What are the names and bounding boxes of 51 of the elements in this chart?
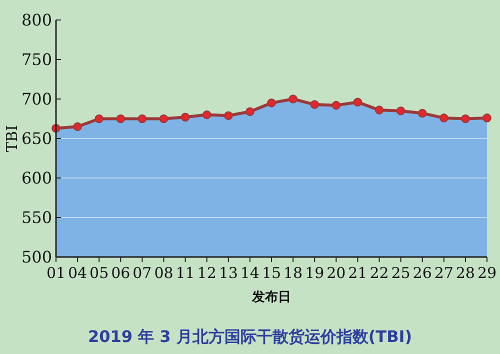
point: [482, 114, 492, 122]
x-tick-label: 14: [240, 264, 260, 282]
x-tick-label: 21: [348, 264, 368, 282]
y-axis-title: TBI: [3, 124, 21, 152]
point: [224, 111, 233, 120]
x-tick-label: 22: [370, 264, 389, 282]
x-tick-label: 12: [197, 264, 216, 282]
point: [94, 114, 104, 124]
x-tick-label: 11: [176, 264, 195, 282]
x-tick-label: 06: [111, 264, 130, 282]
point: [310, 100, 319, 109]
point: [396, 106, 406, 116]
y-tick-label: 800: [21, 10, 52, 30]
point: [138, 114, 147, 124]
point: [418, 108, 427, 118]
y-tick-label: 750: [21, 50, 52, 70]
point: [440, 114, 448, 122]
point: [180, 112, 190, 122]
point: [246, 107, 254, 116]
x-tick-label: 20: [326, 264, 346, 282]
x-tick-label: 19: [305, 264, 324, 282]
x-tick-label: 13: [218, 264, 238, 282]
x-tick-label: 27: [434, 264, 454, 282]
x-axis-title: 发布日: [251, 290, 291, 305]
x-tick-label: 08: [154, 264, 174, 282]
x-tick-label: 26: [412, 264, 432, 282]
point: [267, 98, 276, 108]
y-tick-label: 650: [21, 129, 52, 148]
y-tick-label: 700: [21, 90, 52, 109]
y-tick-label: 600: [21, 168, 52, 188]
point: [332, 100, 341, 110]
point: [73, 122, 82, 132]
x-tick-label: 29: [477, 264, 497, 282]
x-tick-label: 15: [262, 264, 282, 282]
point: [374, 106, 384, 114]
point: [202, 110, 212, 120]
x-tick-label: 05: [90, 264, 109, 282]
point: [461, 114, 470, 124]
x-tick-label: 25: [391, 264, 410, 282]
y-tick-label: 550: [21, 208, 52, 228]
x-tick-label: 07: [132, 264, 152, 282]
x-tick-label: 18: [284, 264, 303, 282]
x-tick-label: 28: [456, 264, 475, 282]
y-tick-label: 500: [21, 248, 52, 267]
point: [353, 98, 362, 107]
text: 2019 年 3 月北方国际干散货运价指数(TBI): [88, 327, 412, 346]
point: [116, 114, 126, 124]
point: [288, 94, 298, 104]
point: [159, 114, 168, 124]
x-tick-label: 01: [46, 264, 66, 282]
x-tick-label: 04: [68, 264, 88, 282]
